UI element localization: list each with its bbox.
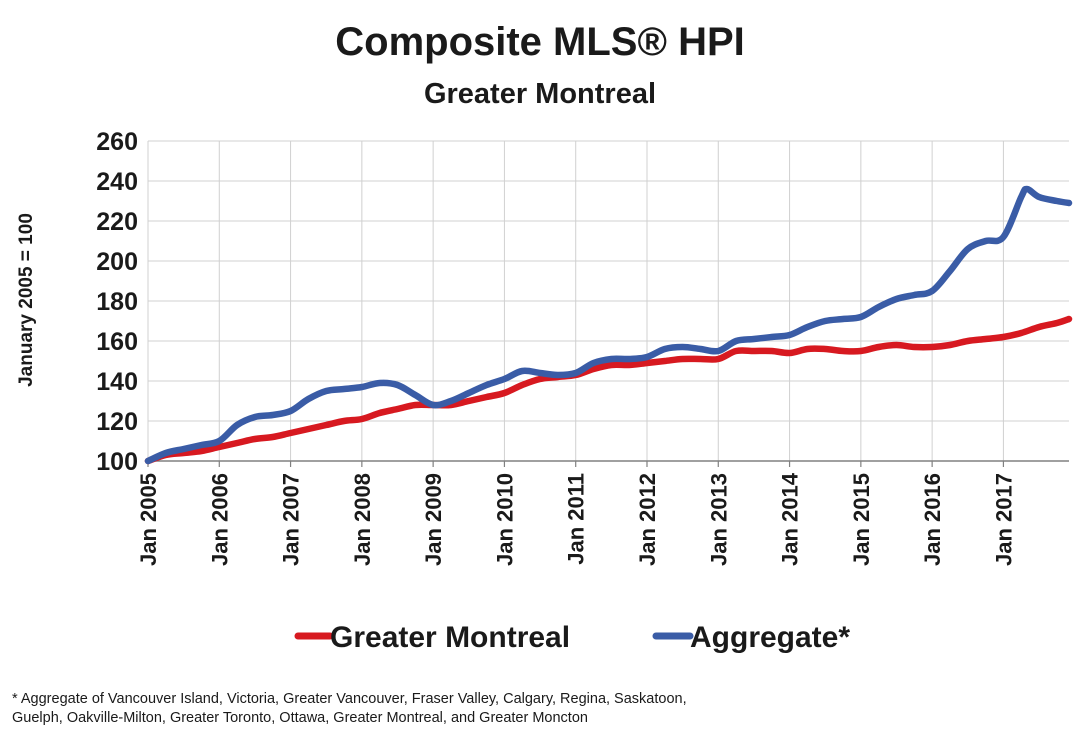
y-tick-label: 140 xyxy=(96,368,138,396)
series-lines xyxy=(144,185,1073,465)
y-tick-label: 120 xyxy=(96,408,138,436)
x-tick-label: Jan 2008 xyxy=(350,473,375,566)
x-tick-label: Jan 2013 xyxy=(706,473,731,566)
x-tick-label: Jan 2015 xyxy=(849,473,874,566)
y-tick-label: 220 xyxy=(96,208,138,236)
legend-label-greater-montreal: Greater Montreal xyxy=(330,621,570,654)
footnote: * Aggregate of Vancouver Island, Victori… xyxy=(12,690,1012,728)
x-tick-label: Jan 2012 xyxy=(635,473,660,566)
y-tick-label: 240 xyxy=(96,168,138,196)
y-tick-label: 200 xyxy=(96,248,138,276)
footnote-line-2: Guelph, Oakville-Milton, Greater Toronto… xyxy=(12,710,588,726)
x-tick-labels: Jan 2005 Jan 2006 Jan 2007 Jan 2008 Jan 2009… xyxy=(136,472,1016,566)
series-line-greater-montreal xyxy=(144,315,1073,465)
chart-title: Composite MLS® HPI xyxy=(335,20,745,64)
x-tick-label: Jan 2005 xyxy=(136,473,161,566)
gridlines xyxy=(147,140,1069,467)
chart-subtitle: Greater Montreal xyxy=(424,78,656,110)
series-line-aggregate xyxy=(144,185,1073,465)
y-tick-labels: 100 120 140 160 180 200 220 240 260 xyxy=(96,128,138,476)
x-tick-label: Jan 2010 xyxy=(492,473,517,566)
y-axis-label: January 2005 = 100 xyxy=(16,213,37,387)
y-tick-label: 100 xyxy=(96,448,138,476)
y-tick-label: 160 xyxy=(96,328,138,356)
y-tick-label: 180 xyxy=(96,288,138,316)
legend-label-aggregate: Aggregate* xyxy=(690,621,850,654)
x-tick-label: Jan 2014 xyxy=(778,472,803,566)
footnote-line-1: * Aggregate of Vancouver Island, Victori… xyxy=(12,691,687,707)
x-tick-label: Jan 2009 xyxy=(421,473,446,566)
x-tick-label: Jan 2006 xyxy=(207,473,232,566)
x-tick-label: Jan 2017 xyxy=(991,473,1016,566)
x-tick-label: Jan 2016 xyxy=(920,473,945,566)
y-tick-label: 260 xyxy=(96,128,138,156)
x-tick-label: Jan 2007 xyxy=(279,473,304,566)
x-tick-label: Jan 2011 xyxy=(564,473,589,565)
legend: Greater Montreal Aggregate* xyxy=(294,621,850,654)
